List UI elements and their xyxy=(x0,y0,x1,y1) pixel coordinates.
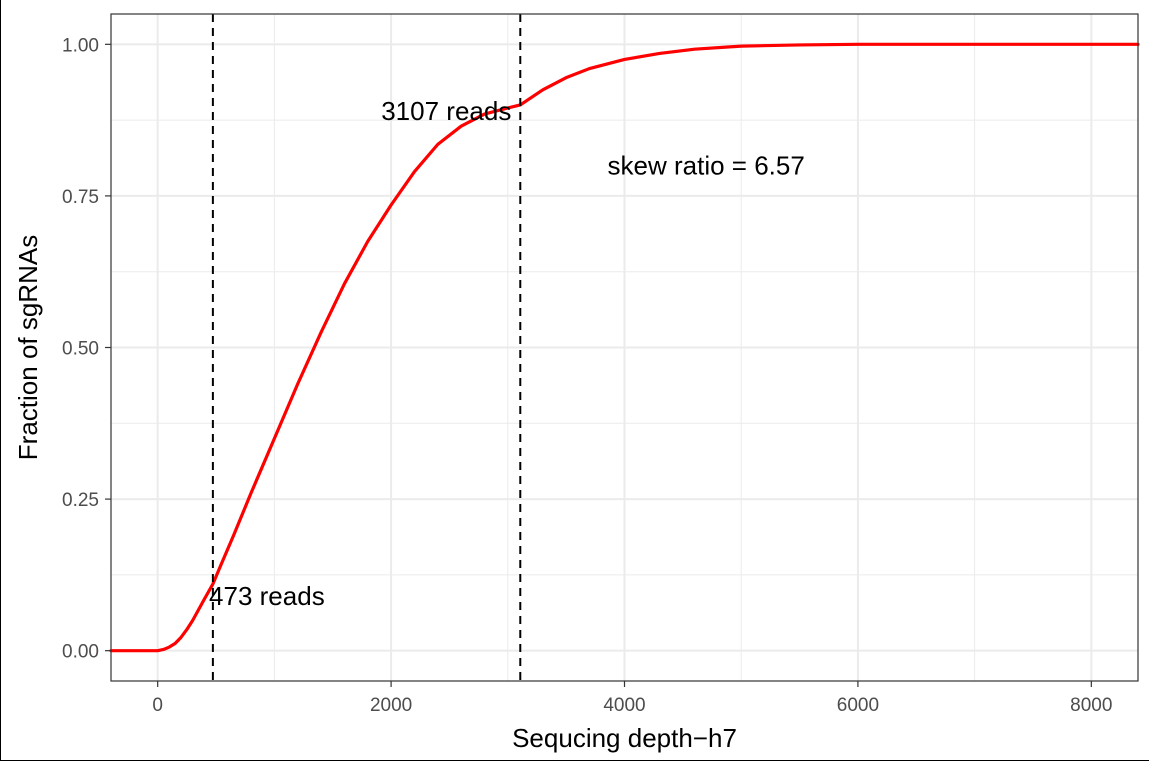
y-tick-label: 0.25 xyxy=(62,490,99,511)
axis-ticks: 0 2000 4000 6000 8000 0.00 0.25 0.50 0.75 1.00 xyxy=(62,35,1112,716)
skew-ratio-label: skew ratio = 6.57 xyxy=(608,151,805,181)
y-axis-title: Fraction of sgRNAs xyxy=(13,235,43,460)
annotation-labels: 473 reads 3107 reads skew ratio = 6.57 xyxy=(209,96,805,611)
depth-label-high: 3107 reads xyxy=(381,96,511,126)
series-layer xyxy=(109,42,1140,653)
depth-label-low: 473 reads xyxy=(209,581,325,611)
y-tick-label: 1.00 xyxy=(62,35,99,56)
x-tick-label: 0 xyxy=(152,695,163,716)
major-grid xyxy=(111,14,1138,681)
x-tick-label: 4000 xyxy=(603,695,645,716)
y-tick-label: 0.50 xyxy=(62,339,99,360)
cdf-line xyxy=(109,42,1140,653)
x-tick-label: 8000 xyxy=(1070,695,1112,716)
y-tick-label: 0.75 xyxy=(62,187,99,208)
x-tick-label: 2000 xyxy=(370,695,412,716)
y-tick-label: 0.00 xyxy=(62,642,99,663)
x-axis-title: Sequcing depth−h7 xyxy=(512,723,737,753)
x-tick-label: 6000 xyxy=(837,695,879,716)
